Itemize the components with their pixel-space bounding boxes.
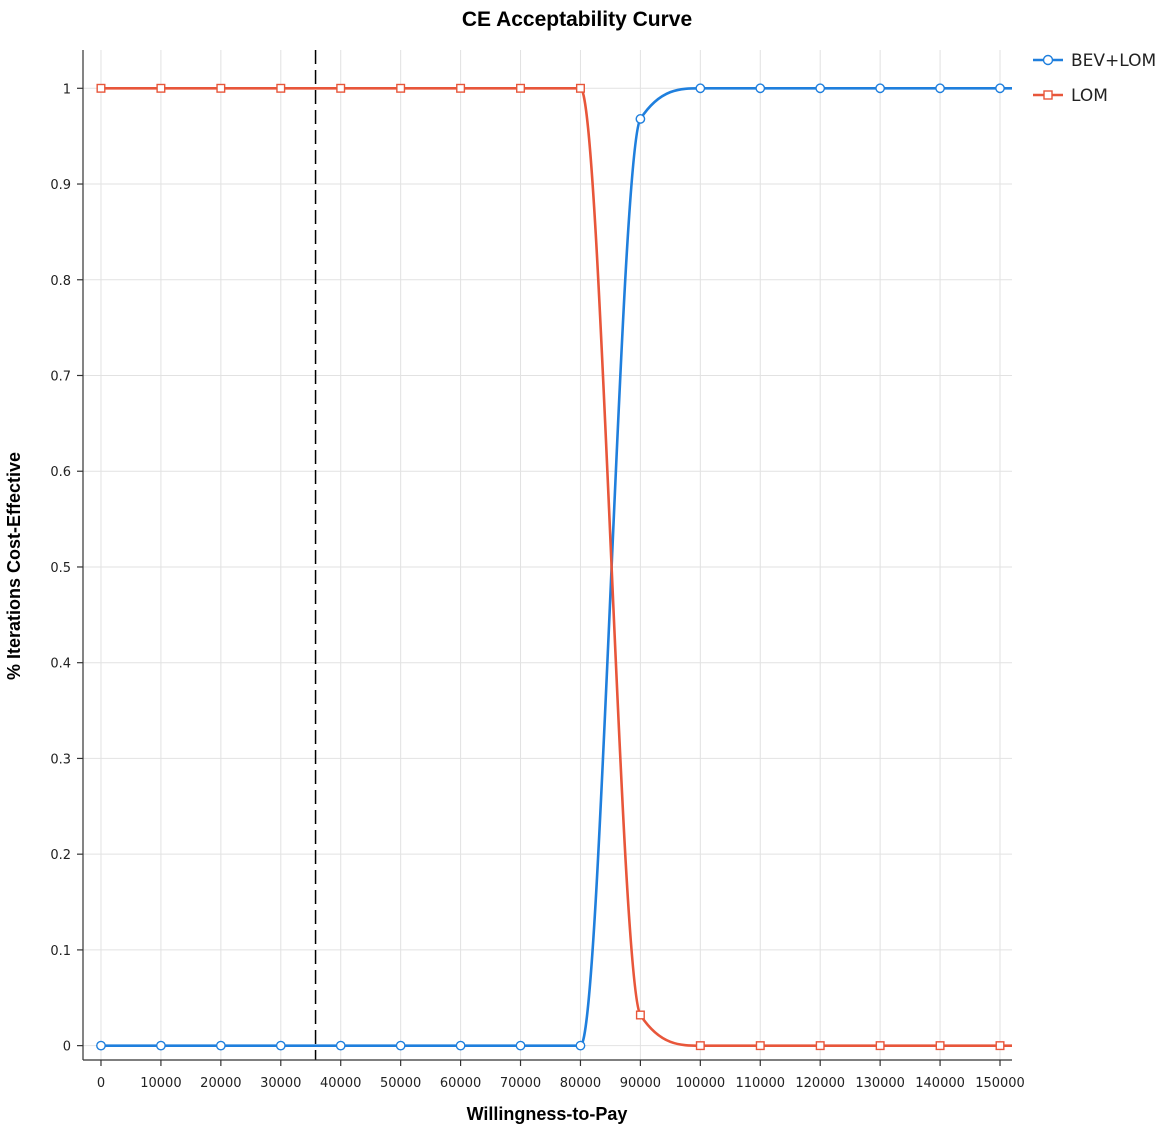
data-point <box>516 83 526 93</box>
data-point <box>156 1040 166 1051</box>
x-tick-label: 110000 <box>735 1076 785 1091</box>
series-lom <box>96 83 1012 1051</box>
data-point <box>695 1041 705 1051</box>
x-tick-label: 30000 <box>260 1076 301 1091</box>
y-tick-label: 0.8 <box>50 274 71 289</box>
data-point <box>335 1040 346 1051</box>
legend-marker <box>1042 54 1054 66</box>
data-point <box>875 1041 885 1051</box>
y-axis-label: % Iterations Cost-Effective <box>4 452 24 680</box>
data-point <box>275 1040 286 1051</box>
y-tick-label: 0.7 <box>50 369 71 384</box>
y-tick-label: 0.9 <box>50 178 71 193</box>
data-point <box>96 1040 106 1051</box>
data-point <box>815 1041 825 1051</box>
data-point <box>935 1041 945 1051</box>
x-tick-label: 140000 <box>915 1076 965 1091</box>
data-point <box>815 83 826 94</box>
legend-item: LOM <box>1033 86 1108 106</box>
data-point <box>635 1010 645 1020</box>
data-point <box>156 83 166 93</box>
data-point <box>336 83 346 93</box>
data-point <box>215 1040 226 1051</box>
x-tick-label: 20000 <box>200 1076 241 1091</box>
x-tick-label: 60000 <box>440 1076 481 1091</box>
x-tick-label: 10000 <box>140 1076 181 1091</box>
series-layer <box>96 83 1012 1051</box>
x-tick-label: 40000 <box>320 1076 361 1091</box>
data-point <box>755 83 766 94</box>
axes: 0 0.1 0.2 0.3 0.4 0.5 0.6 0.7 0.8 0.9 1 0 10000 20000… <box>50 50 1025 1091</box>
data-point <box>456 83 466 93</box>
x-tick-label: 50000 <box>380 1076 421 1091</box>
data-point <box>455 1040 466 1051</box>
x-tick-label: 120000 <box>795 1076 845 1091</box>
chart-title: CE Acceptability Curve <box>462 8 692 31</box>
y-tick-label: 0.3 <box>50 752 71 767</box>
data-point <box>575 83 585 93</box>
data-point <box>995 83 1005 94</box>
data-point <box>755 1041 765 1051</box>
x-axis-label: Willingness-to-Pay <box>467 1104 628 1124</box>
y-tick-label: 0.5 <box>50 561 71 576</box>
y-tick-label: 0 <box>63 1040 71 1055</box>
x-tick-label: 70000 <box>500 1076 541 1091</box>
legend-item: BEV+LOM <box>1033 51 1156 71</box>
y-tick-label: 0.4 <box>50 657 71 672</box>
data-point <box>995 1041 1005 1051</box>
data-point <box>216 83 226 93</box>
legend-marker <box>1043 90 1053 100</box>
data-point <box>396 83 406 93</box>
y-tick-label: 0.2 <box>50 848 71 863</box>
data-point <box>515 1040 526 1051</box>
grid <box>83 50 1012 1060</box>
x-tick-label: 130000 <box>855 1076 905 1091</box>
data-point <box>635 114 646 124</box>
data-point <box>875 83 886 94</box>
x-tick-label: 90000 <box>620 1076 661 1091</box>
legend-label: LOM <box>1071 86 1108 106</box>
data-point <box>935 83 945 94</box>
y-tick-label: 0.1 <box>50 944 71 959</box>
x-tick-label: 150000 <box>975 1076 1025 1091</box>
data-point <box>395 1040 406 1051</box>
data-point <box>695 83 706 94</box>
data-point <box>575 1040 586 1051</box>
x-tick-label: 80000 <box>560 1076 601 1091</box>
y-tick-label: 1 <box>63 82 71 97</box>
y-tick-label: 0.6 <box>50 465 71 480</box>
data-point <box>276 83 286 93</box>
data-point <box>96 83 106 93</box>
x-tick-label: 0 <box>97 1076 105 1091</box>
legend-label: BEV+LOM <box>1071 51 1156 71</box>
x-tick-label: 100000 <box>676 1076 726 1091</box>
series-bev-lom <box>96 83 1012 1051</box>
legend: BEV+LOM LOM <box>1033 51 1156 106</box>
